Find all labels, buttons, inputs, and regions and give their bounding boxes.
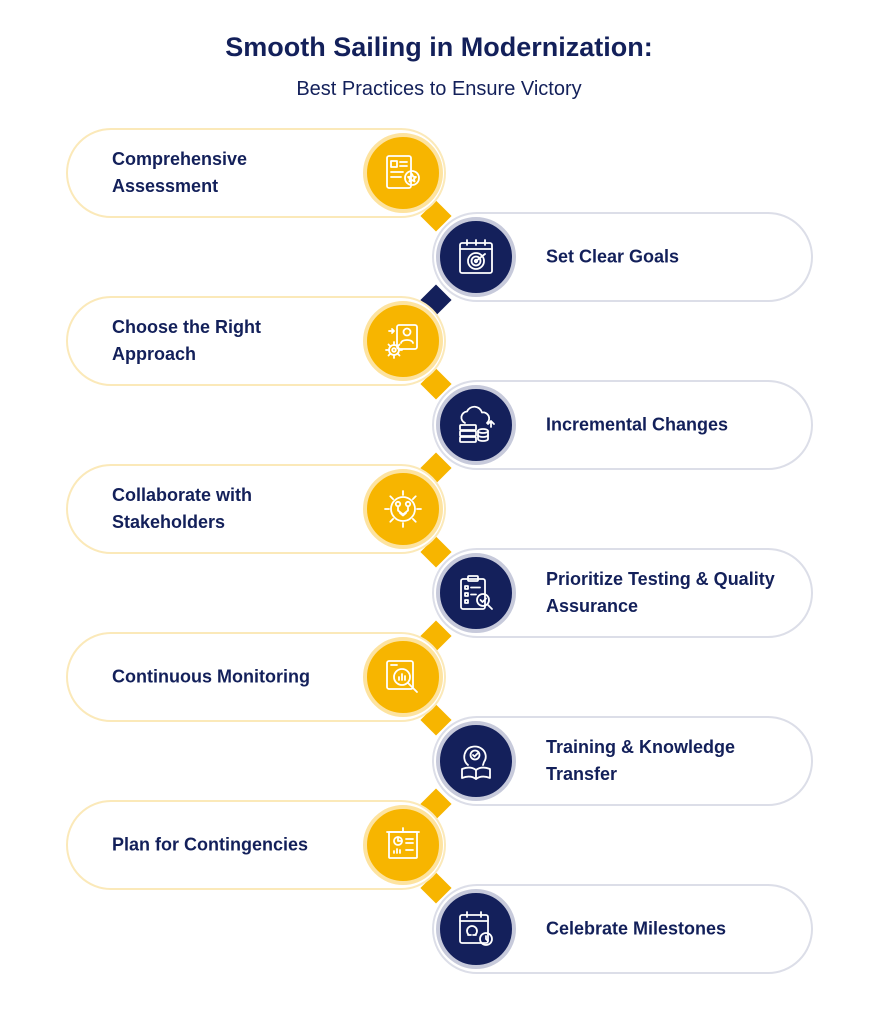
monitoring-magnifier-icon: [363, 637, 443, 717]
document-star-icon: [363, 133, 443, 213]
step-10-label: Celebrate Milestones: [546, 918, 727, 939]
clipboard-check-icon: [436, 553, 516, 633]
page-subtitle: Best Practices to Ensure Victory: [296, 78, 582, 100]
step-8-label: Training & Knowledge Transfer: [546, 737, 736, 784]
step-2-label: Set Clear Goals: [546, 246, 680, 267]
head-book-icon: [436, 721, 516, 801]
step-3-label: Choose the Right Approach: [112, 317, 261, 364]
calendar-clock-icon: [436, 889, 516, 969]
step-4-label: Incremental Changes: [546, 414, 729, 435]
step-7-label: Continuous Monitoring: [112, 666, 310, 687]
step-9-label: Plan for Contingencies: [112, 834, 309, 855]
gear-handshake-icon: [363, 469, 443, 549]
page-title: Smooth Sailing in Modernization:: [225, 32, 653, 62]
step-6-label: Prioritize Testing & Quality Assurance: [546, 569, 775, 616]
presentation-board-icon: [363, 805, 443, 885]
user-gear-icon: [363, 301, 443, 381]
cloud-database-icon: [436, 385, 516, 465]
target-calendar-icon: [436, 217, 516, 297]
step-1-label: Comprehensive Assessment: [112, 149, 248, 196]
step-5-label: Collaborate with Stakeholders: [112, 485, 253, 532]
